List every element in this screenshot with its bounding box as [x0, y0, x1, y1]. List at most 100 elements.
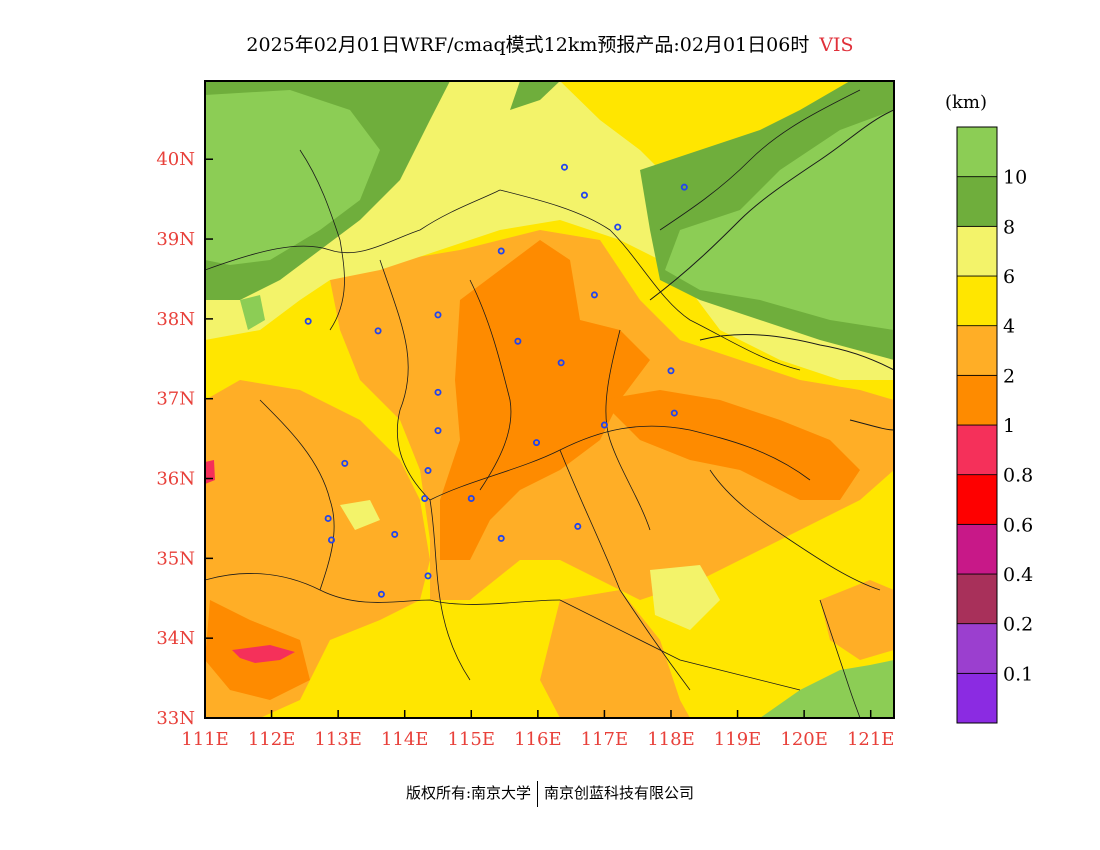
city-station-marker — [327, 536, 335, 544]
lon-label: 114E — [381, 729, 429, 750]
admin-boundaries — [205, 89, 881, 718]
colorbar-bin — [956, 126, 998, 178]
lat-label: 35N — [156, 548, 195, 569]
city-station-marker — [497, 247, 505, 255]
city-station-marker — [374, 327, 382, 335]
colorbar-bin — [956, 325, 998, 376]
colorbar-bin — [956, 623, 998, 674]
city-station-marker — [560, 163, 568, 171]
city-station-marker — [424, 467, 432, 475]
city-station-marker — [590, 291, 598, 299]
lon-label: 113E — [314, 729, 362, 750]
colorbar-bin — [956, 424, 998, 476]
city-station-marker — [424, 572, 432, 580]
lon-label: 111E — [181, 729, 229, 750]
city-station-marker — [614, 223, 622, 231]
city-station-marker — [680, 183, 688, 191]
title-main: 2025年02月01日WRF/cmaq模式12km预报产品:02月01日06时 — [246, 34, 810, 56]
map-axes: 111E 112E 113E 114E 115E 116E 117E 118E 119E 120E… — [156, 149, 894, 750]
city-station-marker — [533, 439, 541, 447]
lon-label: 117E — [581, 729, 629, 750]
city-station-marker — [574, 522, 582, 530]
colorbar-frame — [956, 126, 998, 724]
visibility-field — [205, 81, 894, 718]
colorbar-bin — [956, 474, 998, 525]
lat-label: 39N — [156, 229, 195, 250]
copyright-footer: 版权所有:南京大学 南京创蓝科技有限公司 — [0, 781, 1100, 807]
lon-label: 119E — [714, 729, 762, 750]
field-zone-1-2km-core — [440, 240, 650, 560]
colorbar-bin — [956, 176, 998, 227]
city-station-marker — [421, 494, 429, 502]
city-station-marker — [391, 530, 399, 538]
title-variable: VIS — [819, 34, 854, 56]
colorbar-label: 1 — [1003, 415, 1015, 437]
lat-label: 33N — [156, 708, 195, 729]
city-station-marker — [557, 359, 565, 367]
colorbar-label: 2 — [1003, 365, 1015, 387]
colorbar-label: 8 — [1003, 216, 1015, 238]
field-zone-2-4km-south — [540, 590, 690, 718]
colorbar-label: 0.1 — [1003, 663, 1033, 685]
field-zone-10km-w — [240, 295, 265, 330]
city-station-marker — [304, 317, 312, 325]
field-zone-10km-nw — [205, 90, 380, 265]
plot-frame — [204, 80, 895, 719]
field-zone-10km-se — [760, 660, 894, 718]
colorbar-bin — [956, 672, 998, 724]
city-stations — [304, 163, 688, 598]
colorbar-label: 6 — [1003, 266, 1015, 288]
city-station-marker — [580, 191, 588, 199]
city-station-marker — [377, 590, 385, 598]
city-station-marker — [497, 534, 505, 542]
colorbar-bin — [956, 523, 998, 575]
colorbar-bin — [956, 225, 998, 277]
colorbar-label: 0.6 — [1003, 514, 1033, 536]
lat-label: 34N — [156, 628, 195, 649]
colorbar-label: 4 — [1003, 316, 1015, 338]
lat-label: 36N — [156, 469, 195, 490]
lon-label: 115E — [448, 729, 496, 750]
colorbar-label: 0.8 — [1003, 465, 1033, 487]
map-title: 2025年02月01日WRF/cmaq模式12km预报产品:02月01日06时 V… — [0, 30, 1100, 57]
lon-label: 118E — [647, 729, 695, 750]
city-station-marker — [667, 367, 675, 375]
city-station-marker — [324, 514, 332, 522]
field-zone-0.8-1km-sw — [232, 645, 295, 663]
lon-label: 121E — [847, 729, 895, 750]
city-station-marker — [434, 311, 442, 319]
colorbar-bin — [956, 275, 998, 327]
city-station-marker — [670, 409, 678, 417]
colorbar-label: 0.2 — [1003, 614, 1033, 636]
field-zone-6-8km-w — [340, 500, 380, 530]
lon-label: 116E — [514, 729, 562, 750]
lon-label: 112E — [248, 729, 296, 750]
city-station-marker — [434, 427, 442, 435]
field-zone-2-4km-east — [820, 580, 894, 660]
city-station-marker — [514, 337, 522, 345]
field-zone-8-10km-n — [510, 81, 560, 110]
colorbar-label: 10 — [1003, 167, 1027, 189]
lat-label: 38N — [156, 309, 195, 330]
field-zone-10km-sea — [665, 110, 894, 330]
colorbar-bin — [956, 374, 998, 426]
colorbar-bin — [956, 573, 998, 625]
lon-label: 120E — [780, 729, 828, 750]
city-station-marker — [434, 388, 442, 396]
colorbar-unit: (km) — [945, 92, 987, 113]
lat-label: 40N — [156, 149, 195, 170]
copyright-separator — [537, 781, 539, 807]
colorbar-label: 0.4 — [1003, 564, 1033, 586]
coastline — [649, 109, 894, 431]
lat-label: 37N — [156, 389, 195, 410]
colorbar-labels: 0.1 0.2 0.4 0.6 0.8 1 2 4 6 8 10 — [1003, 167, 1033, 686]
city-station-marker — [467, 494, 475, 502]
field-zone-6-8km-south — [650, 565, 720, 630]
field-zone-1-2km-east — [600, 390, 860, 500]
city-station-marker — [341, 459, 349, 467]
colorbar-bins — [956, 126, 998, 724]
city-station-marker — [600, 421, 608, 429]
copyright-partner: 南京创蓝科技有限公司 — [544, 784, 695, 802]
